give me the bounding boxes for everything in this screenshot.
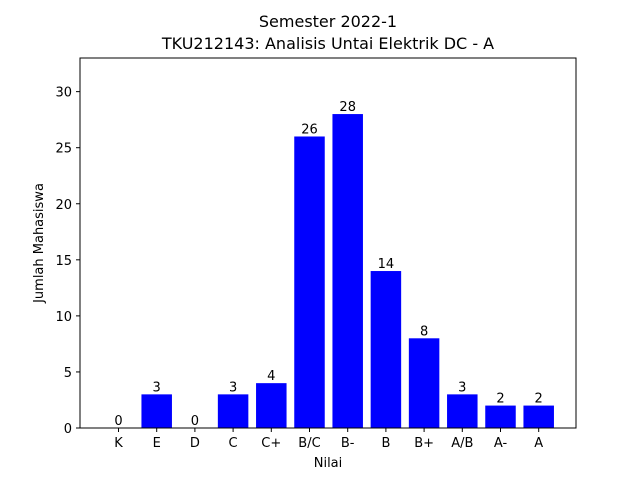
y-axis-ticks: 0 5 10 15 20 25 30 xyxy=(55,86,80,437)
data-label-4: 4 xyxy=(267,369,275,384)
x-tick-label-1: E xyxy=(153,436,161,451)
x-tick-label-0: K xyxy=(114,436,123,451)
bar-11 xyxy=(523,405,554,428)
plot-frame xyxy=(79,57,577,429)
bar-3 xyxy=(217,394,249,428)
data-label-10: 2 xyxy=(496,392,504,407)
y-axis-label: Jumlah Mahasiswa xyxy=(32,183,47,304)
chart-title-line1: Semester 2022-1 xyxy=(259,12,397,31)
data-label-8: 8 xyxy=(420,324,428,339)
y-tick-label-5: 25 xyxy=(55,142,72,157)
data-label-2: 0 xyxy=(191,414,199,429)
x-tick-label-3: C xyxy=(229,436,238,451)
bars-group xyxy=(141,114,554,428)
x-tick-label-6: B- xyxy=(341,436,355,451)
data-label-9: 3 xyxy=(458,380,466,395)
bar-8 xyxy=(408,338,440,428)
x-tick-label-9: A/B xyxy=(451,436,473,451)
bar-9 xyxy=(447,394,478,428)
bar-1 xyxy=(141,394,172,428)
bar-7 xyxy=(370,271,402,428)
data-label-1: 3 xyxy=(153,380,161,395)
y-tick-label-0: 0 xyxy=(64,422,72,437)
y-tick-label-6: 30 xyxy=(55,86,72,101)
x-tick-label-4: C+ xyxy=(261,436,281,451)
x-tick-label-8: B+ xyxy=(414,436,434,451)
bar-4 xyxy=(256,383,287,428)
x-tick-label-7: B xyxy=(381,436,390,451)
x-tick-label-11: A xyxy=(534,436,543,451)
y-tick-label-1: 5 xyxy=(64,366,72,381)
y-tick-label-3: 15 xyxy=(55,254,72,269)
data-label-5: 26 xyxy=(301,122,318,137)
data-label-11: 2 xyxy=(535,392,543,407)
chart-title-line2: TKU212143: Analisis Untai Elektrik DC - … xyxy=(161,34,494,53)
y-tick-label-2: 10 xyxy=(55,310,72,325)
data-label-3: 3 xyxy=(229,380,237,395)
bar-5 xyxy=(294,136,325,428)
x-tick-label-10: A- xyxy=(494,436,508,451)
data-label-6: 28 xyxy=(339,100,356,115)
y-tick-label-4: 20 xyxy=(55,198,72,213)
x-axis-label: Nilai xyxy=(314,456,343,471)
x-tick-label-2: D xyxy=(190,436,200,451)
data-label-7: 14 xyxy=(378,257,395,272)
x-tick-label-5: B/C xyxy=(298,436,320,451)
bar-10 xyxy=(485,405,516,428)
data-labels-group: 0 3 0 3 4 26 28 14 8 3 2 2 xyxy=(114,100,542,429)
bar-6 xyxy=(332,114,363,428)
data-label-0: 0 xyxy=(114,414,122,429)
x-axis-ticks: K E D C C+ B/C B- B B+ A/B A- A xyxy=(114,428,543,451)
